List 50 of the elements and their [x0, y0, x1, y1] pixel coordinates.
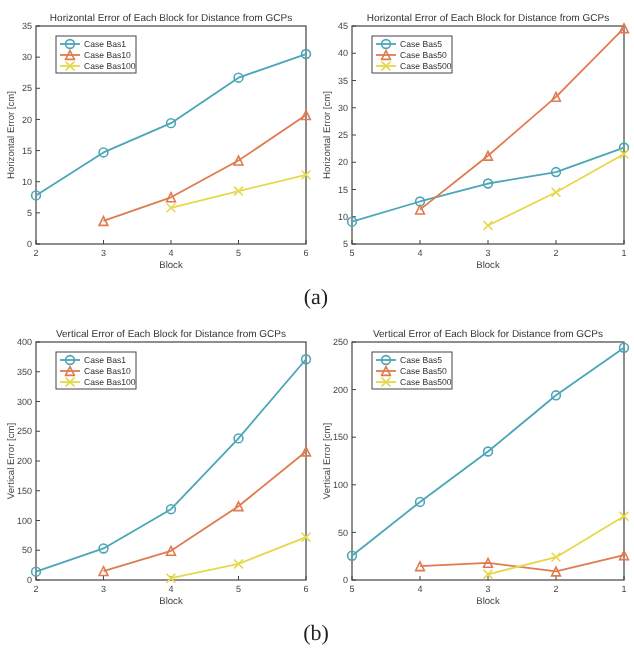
point — [414, 496, 426, 508]
point — [618, 142, 630, 153]
point — [414, 196, 426, 207]
point — [550, 187, 562, 198]
point — [482, 557, 494, 569]
point — [233, 72, 244, 83]
point — [550, 91, 562, 103]
point — [98, 565, 109, 577]
point — [233, 185, 244, 197]
point — [414, 204, 426, 215]
point — [618, 342, 630, 353]
point — [233, 155, 244, 166]
point — [165, 117, 177, 129]
point — [98, 215, 109, 227]
point — [300, 48, 312, 60]
point — [165, 202, 177, 214]
point — [300, 109, 312, 121]
point — [550, 390, 562, 401]
point — [165, 573, 177, 584]
point — [482, 446, 494, 457]
point — [300, 531, 312, 543]
point — [550, 166, 562, 178]
point — [346, 550, 358, 561]
point — [618, 22, 630, 34]
point — [233, 558, 244, 570]
point — [98, 543, 109, 554]
point — [482, 150, 494, 161]
point — [482, 178, 494, 189]
point — [550, 566, 562, 577]
point — [165, 504, 177, 515]
point — [550, 551, 562, 563]
point — [618, 148, 630, 160]
point — [98, 147, 109, 158]
point — [482, 569, 494, 580]
text: (a) — [303, 286, 329, 310]
point — [414, 561, 426, 572]
point — [482, 220, 494, 231]
text: (b) — [303, 622, 330, 646]
point — [233, 433, 244, 444]
point — [165, 545, 177, 557]
point — [30, 190, 42, 201]
point — [618, 511, 630, 522]
point — [300, 354, 312, 365]
point — [346, 216, 358, 227]
point — [300, 446, 312, 457]
point — [618, 550, 630, 561]
point — [300, 169, 312, 181]
point — [233, 501, 244, 512]
point — [165, 192, 177, 203]
point — [30, 566, 42, 577]
